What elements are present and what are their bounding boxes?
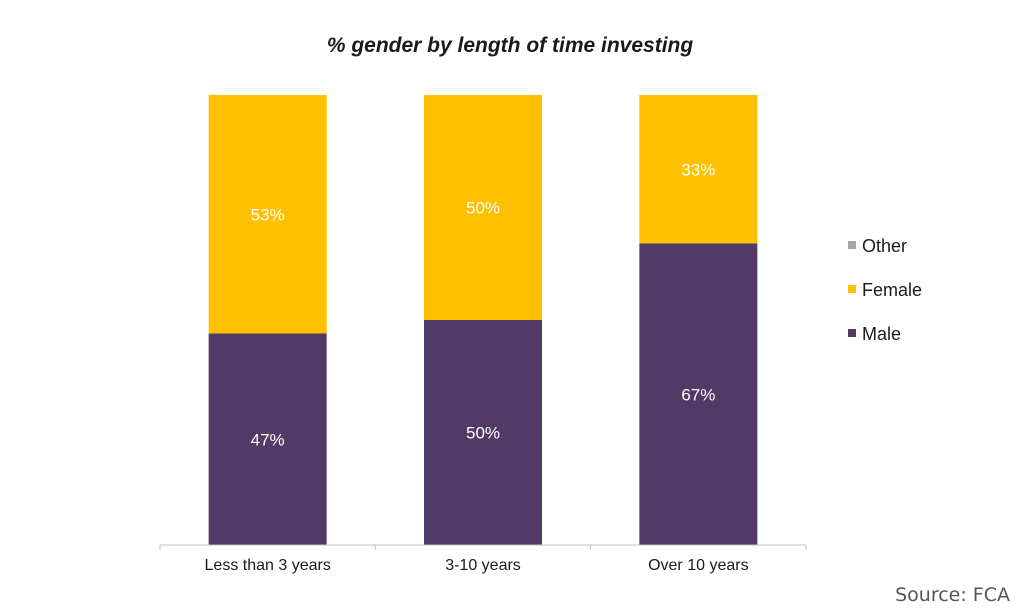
x-tick-label-over-10-years: Over 10 years <box>648 557 748 574</box>
legend: Other Female Male <box>848 236 922 344</box>
bar-female-3-10-years <box>424 95 542 320</box>
source-note: Source: FCA <box>895 584 1010 606</box>
bar-female-over-10-years <box>639 95 758 244</box>
bar-female-less-than-3-years <box>208 95 327 334</box>
data-label-male-less-than-3-years: 47% <box>251 430 285 449</box>
data-label-female-less-than-3-years: 53% <box>251 205 285 224</box>
legend-label-female: Female <box>862 280 922 300</box>
legend-label-male: Male <box>862 324 901 344</box>
legend-label-other: Other <box>862 236 907 256</box>
bar-male-over-10-years <box>639 243 758 545</box>
chart-title: % gender by length of time investing <box>327 34 694 57</box>
data-label-male-3-10-years: 50% <box>466 424 500 443</box>
bar-male-less-than-3-years <box>208 333 327 545</box>
x-axis-ticks <box>159 545 807 550</box>
legend-swatch-other <box>848 241 856 249</box>
bar-male-3-10-years <box>424 320 542 545</box>
data-label-female-over-10-years: 33% <box>681 160 715 179</box>
x-axis-tick-labels: Less than 3 years 3-10 years Over 10 years <box>205 557 749 574</box>
bars-group <box>208 95 758 545</box>
data-labels-group: 47% 53% 50% 50% 67% 33% <box>251 160 716 449</box>
x-tick-label-3-10-years: 3-10 years <box>445 557 521 574</box>
legend-swatch-male <box>848 329 856 337</box>
data-label-male-over-10-years: 67% <box>681 385 715 404</box>
data-label-female-3-10-years: 50% <box>466 199 500 218</box>
x-tick-label-less-than-3-years: Less than 3 years <box>205 557 331 574</box>
legend-swatch-female <box>848 285 856 293</box>
